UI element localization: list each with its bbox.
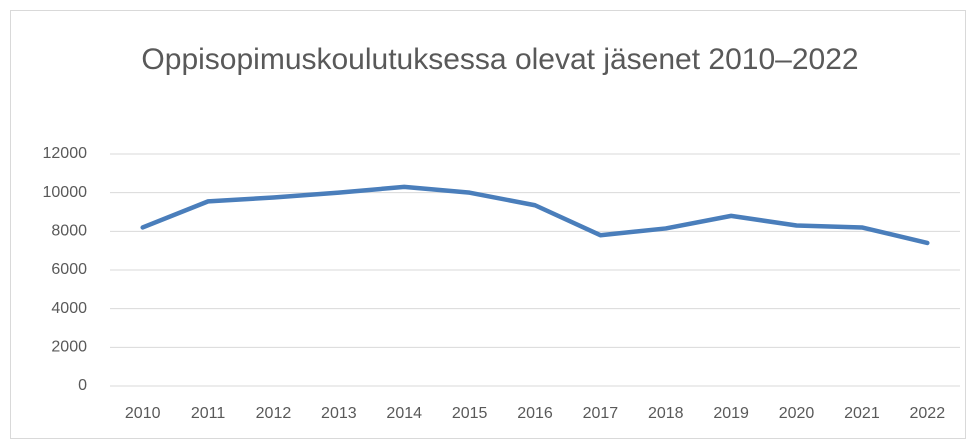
x-tick-label: 2015 bbox=[452, 405, 488, 422]
chart-frame bbox=[10, 10, 966, 439]
x-tick-label: 2021 bbox=[844, 405, 880, 422]
line-series bbox=[140, 184, 930, 246]
x-tick-label: 2016 bbox=[517, 405, 553, 422]
y-tick-label: 2000 bbox=[51, 339, 87, 356]
y-tick-label: 10000 bbox=[43, 184, 88, 201]
x-tick-label: 2020 bbox=[779, 405, 815, 422]
y-tick-label: 12000 bbox=[43, 145, 88, 162]
x-tick-label: 2011 bbox=[191, 405, 226, 422]
y-tick-label: 0 bbox=[78, 377, 87, 394]
y-tick-label: 6000 bbox=[51, 261, 87, 278]
x-tick-label: 2022 bbox=[910, 405, 946, 422]
y-tick-label: 8000 bbox=[51, 223, 87, 240]
y-tick-label: 4000 bbox=[51, 300, 87, 317]
x-tick-label: 2010 bbox=[125, 405, 161, 422]
chart-title: Oppisopimuskoulutuksessa olevat jäsenet … bbox=[141, 43, 859, 76]
x-tick-label: 2017 bbox=[583, 405, 619, 422]
x-tick-label: 2014 bbox=[386, 405, 422, 422]
x-tick-label: 2019 bbox=[713, 405, 749, 422]
x-tick-label: 2012 bbox=[256, 405, 292, 422]
x-tick-label: 2013 bbox=[321, 405, 357, 422]
x-tick-label: 2018 bbox=[648, 405, 684, 422]
